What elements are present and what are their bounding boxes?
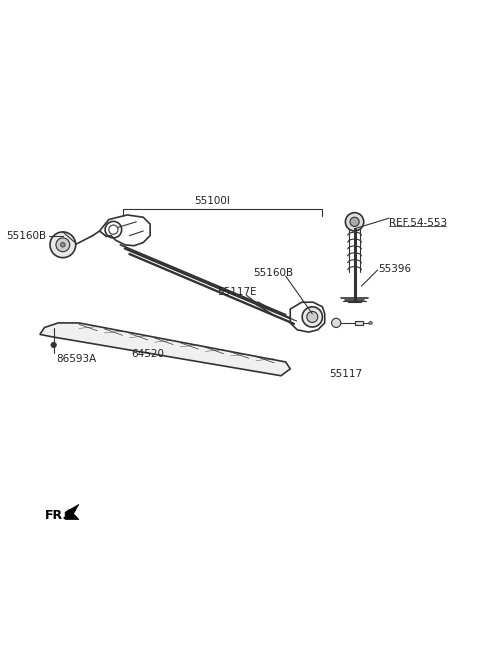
Text: REF.54-553: REF.54-553 — [389, 217, 447, 228]
Circle shape — [307, 311, 318, 322]
Text: 86593A: 86593A — [56, 354, 96, 364]
Circle shape — [302, 307, 323, 327]
Circle shape — [350, 217, 359, 227]
Polygon shape — [355, 321, 363, 325]
Text: 55117E: 55117E — [217, 287, 256, 297]
Polygon shape — [40, 323, 290, 376]
Text: 55160B: 55160B — [253, 269, 294, 278]
Text: FR.: FR. — [45, 510, 68, 522]
Circle shape — [369, 321, 372, 325]
Text: 55117: 55117 — [329, 369, 362, 379]
Circle shape — [332, 318, 341, 328]
Circle shape — [56, 238, 70, 252]
Circle shape — [346, 213, 364, 231]
Polygon shape — [65, 504, 79, 519]
Text: 55100I: 55100I — [194, 196, 230, 206]
Circle shape — [51, 342, 57, 348]
Circle shape — [60, 242, 65, 247]
Text: 64520: 64520 — [132, 349, 164, 359]
Circle shape — [50, 232, 76, 257]
Text: 55396: 55396 — [378, 264, 411, 274]
Text: 55160B: 55160B — [7, 231, 47, 240]
